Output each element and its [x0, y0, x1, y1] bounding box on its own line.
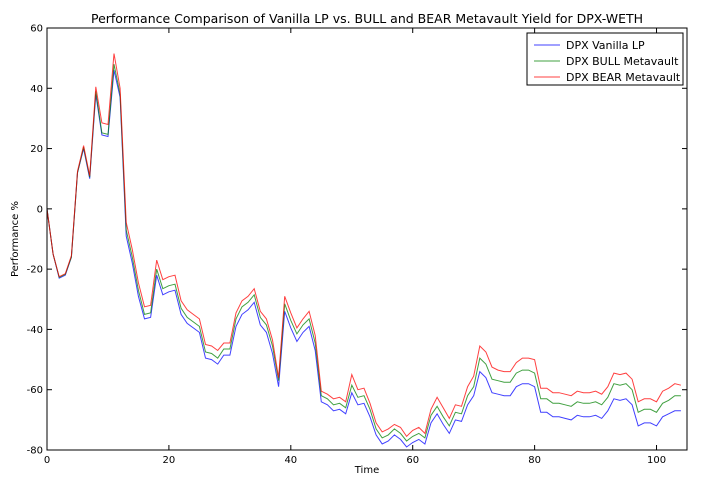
legend-label: DPX Vanilla LP — [566, 39, 645, 52]
series-line-dpx-vanilla-lp — [46, 70, 681, 448]
chart-title: Performance Comparison of Vanilla LP vs.… — [91, 11, 643, 26]
y-tick-label: -60 — [27, 385, 43, 396]
y-tick-label: 40 — [30, 84, 43, 95]
plot-frame — [46, 27, 688, 451]
x-tick-label: 0 — [44, 455, 50, 466]
y-tick-label: -40 — [27, 325, 43, 336]
x-tick-label: 60 — [406, 455, 419, 466]
x-tick-label: 80 — [528, 455, 541, 466]
x-tick-label: 100 — [647, 455, 666, 466]
legend-label: DPX BEAR Metavault — [566, 71, 681, 84]
y-tick-label: 0 — [37, 204, 43, 215]
y-tick-label: -20 — [27, 265, 43, 276]
series-line-dpx-bear-metavault — [46, 53, 682, 438]
legend: DPX Vanilla LP DPX BULL Metavault DPX BEAR… — [526, 32, 684, 86]
y-tick-label: 60 — [30, 24, 43, 35]
y-tick-label: -80 — [27, 446, 43, 457]
y-axis-label: Performance % — [10, 201, 21, 277]
legend-box — [526, 32, 684, 86]
x-axis-label: Time — [354, 465, 379, 476]
legend-label: DPX BULL Metavault — [566, 55, 679, 68]
x-tick-label: 20 — [163, 455, 176, 466]
series-line-dpx-bull-metavault — [46, 64, 681, 442]
y-tick-label: 20 — [30, 144, 43, 155]
x-tick-label: 40 — [284, 455, 297, 466]
